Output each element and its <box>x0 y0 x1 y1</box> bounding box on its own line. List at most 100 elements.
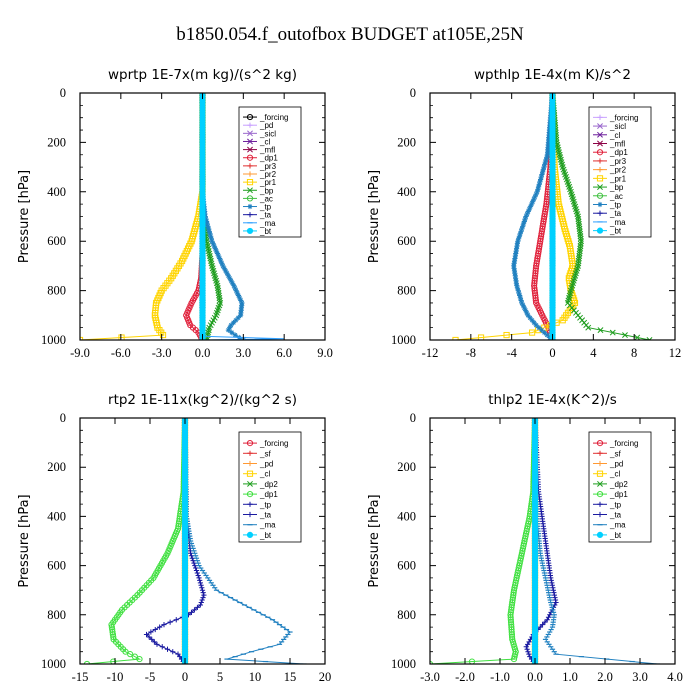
panel-title: wprtp 1E-7x(m kg)/(s^2 kg) <box>108 67 297 83</box>
data-point <box>118 334 125 340</box>
data-point <box>173 617 179 623</box>
data-point <box>151 639 157 645</box>
data-point <box>537 176 544 183</box>
data-point <box>193 567 200 574</box>
legend-label: _ta <box>259 511 272 520</box>
legend-marker <box>596 149 604 156</box>
data-point <box>517 292 523 299</box>
legend-box <box>238 106 302 238</box>
legend-label: _pr3 <box>609 157 627 166</box>
legend-label: _ac <box>609 192 623 201</box>
data-point <box>197 602 203 608</box>
data-point <box>167 619 173 625</box>
data-point <box>223 268 229 274</box>
legend-label: _dp1 <box>259 490 278 499</box>
x-tick-label: 9.0 <box>317 346 333 360</box>
series-line <box>430 418 536 664</box>
data-point <box>527 204 534 210</box>
legend-marker <box>246 195 254 202</box>
data-point <box>514 285 521 291</box>
y-tick-label: 200 <box>47 135 66 149</box>
data-point <box>198 582 204 588</box>
series-line <box>455 93 576 340</box>
legend-marker <box>247 163 253 169</box>
legend-entry: _mfl <box>593 140 625 149</box>
data-point <box>609 329 616 336</box>
data-point <box>230 320 237 326</box>
legend-entry: _pd <box>243 121 273 130</box>
data-point <box>215 253 222 259</box>
legend-marker <box>247 122 253 128</box>
data-point <box>159 331 167 339</box>
data-point <box>225 273 231 279</box>
data-point <box>127 651 134 658</box>
panel-title: wpthlp 1E-4x(m K)/s^2 <box>474 67 631 83</box>
legend-marker <box>247 450 253 456</box>
y-tick-label: 400 <box>397 185 416 199</box>
data-point <box>131 653 138 660</box>
legend-label: _dp1 <box>259 154 278 163</box>
data-point <box>522 307 529 313</box>
legend-entry: _cl <box>243 470 270 479</box>
series-line <box>80 93 203 340</box>
data-point <box>235 315 241 321</box>
data-point <box>110 658 117 664</box>
legend-label: _bt <box>259 227 272 236</box>
series-line <box>202 93 244 340</box>
data-point <box>219 260 225 267</box>
legend-entry: _sf <box>243 449 271 458</box>
legend-label: _sf <box>259 449 271 458</box>
legend-label: _sicl <box>609 122 626 131</box>
legend-label: _mfl <box>259 146 275 155</box>
legend-entry: _bp <box>593 183 624 192</box>
legend-label: _mfl <box>609 140 625 149</box>
data-point <box>232 285 238 291</box>
legend-entry: _ma <box>243 219 276 228</box>
legend-entry: _bt <box>593 227 622 236</box>
data-point <box>193 565 199 571</box>
data-point <box>211 243 217 249</box>
panel-title: thlp2 1E-4x(K^2)/s <box>488 392 617 408</box>
legend-marker <box>247 146 253 153</box>
data-point <box>519 226 525 232</box>
data-point <box>146 634 152 640</box>
data-point <box>518 297 524 304</box>
data-point <box>468 658 476 664</box>
data-point <box>541 329 547 336</box>
legend-marker <box>247 203 253 210</box>
legend-label: _sicl <box>259 129 276 138</box>
data-point <box>217 255 223 262</box>
data-point <box>646 337 653 340</box>
data-point <box>157 624 163 630</box>
legend-label: _pr2 <box>259 170 277 179</box>
legend-label: _tp <box>259 500 272 509</box>
data-point <box>200 590 206 596</box>
data-point <box>136 655 143 663</box>
legend-entry: _tp <box>593 201 622 210</box>
legend-marker <box>597 210 603 216</box>
legend: _forcing_pd_sicl_cl_mfl_dp1_pr3_pr2_pr1_… <box>238 106 302 238</box>
data-point <box>529 317 535 323</box>
y-tick-label: 600 <box>397 234 416 248</box>
x-tick-label: 12 <box>669 346 682 360</box>
legend-label: _forcing <box>259 113 288 122</box>
legend-label: _bt <box>259 531 272 540</box>
data-point <box>531 320 537 326</box>
data-point <box>559 317 566 324</box>
legend-label: _cl <box>259 137 270 146</box>
legend-label: _forcing <box>609 113 638 122</box>
data-point <box>197 580 203 586</box>
data-point <box>213 248 219 254</box>
legend-marker <box>247 187 253 194</box>
legend-label: _ac <box>259 194 273 203</box>
data-point <box>206 226 212 232</box>
data-point <box>516 233 523 239</box>
series-bt <box>549 93 556 340</box>
legend-marker <box>597 167 603 173</box>
data-point <box>161 622 167 628</box>
data-point <box>530 199 536 205</box>
legend: _forcing_sicl_cl_mfl_dp1_pr3_pr2_pr1_bp_… <box>588 106 652 238</box>
legend-label: _forcing <box>259 439 288 448</box>
legend-marker <box>597 158 603 164</box>
x-tick-label: -10 <box>107 670 124 684</box>
